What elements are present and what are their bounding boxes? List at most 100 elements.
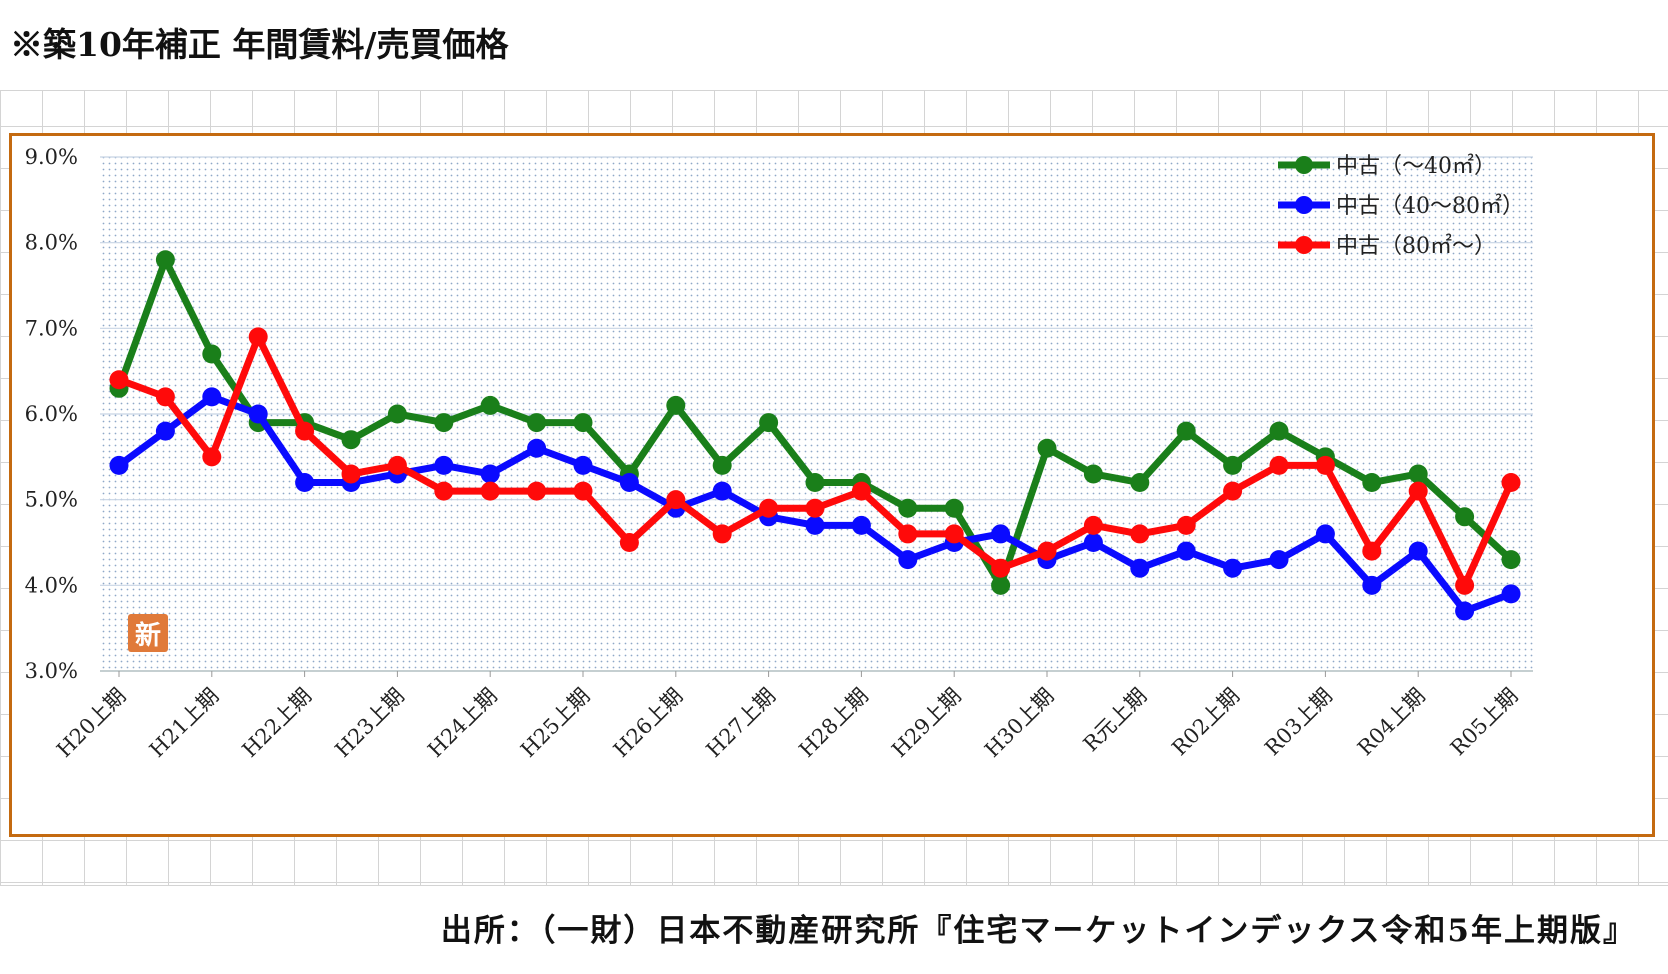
series-2-point <box>1083 533 1103 552</box>
series-1-point <box>1362 473 1382 493</box>
legend-marker-1 <box>1295 156 1313 174</box>
series-3-point <box>1037 541 1057 561</box>
series-2-point <box>1362 575 1382 595</box>
series-3-point <box>1362 541 1382 561</box>
series-2-point <box>295 473 315 493</box>
series-3-point <box>944 524 964 544</box>
series-1-point <box>434 413 454 433</box>
series-3-point <box>805 498 825 518</box>
series-3-point <box>1408 481 1428 501</box>
series-1-point <box>202 344 222 364</box>
series-1-point <box>1083 464 1103 484</box>
series-3-point <box>434 481 454 501</box>
series-2-point <box>1408 541 1428 561</box>
x-tick-label: H20上期 <box>52 684 131 763</box>
series-2-point <box>805 515 825 535</box>
y-tick-label: 8.0% <box>25 231 78 255</box>
series-1-point <box>480 395 500 415</box>
series-1-point <box>341 430 361 450</box>
series-2-point <box>898 550 918 570</box>
series-2-point <box>202 387 222 407</box>
y-tick-label: 4.0% <box>25 573 78 597</box>
series-1-point <box>1037 438 1057 458</box>
x-tick-label: R02上期 <box>1167 684 1244 761</box>
series-1-point <box>666 395 686 415</box>
x-tick-label: R05上期 <box>1446 684 1523 761</box>
y-tick-label: 5.0% <box>25 488 78 512</box>
series-3-point <box>1455 575 1475 595</box>
series-2-point <box>712 481 732 501</box>
series-1-point <box>805 473 825 493</box>
series-1-point <box>1269 421 1289 441</box>
series-1-point <box>527 413 547 433</box>
series-2-point <box>1315 524 1335 544</box>
series-1-point <box>1408 464 1428 484</box>
page-title: ※築10年補正 年間賃料/売買価格 <box>10 25 509 64</box>
x-tick-label: R03上期 <box>1260 684 1337 761</box>
series-1-point <box>1223 455 1243 475</box>
series-1-point <box>1130 473 1150 493</box>
series-3-point <box>991 558 1011 578</box>
x-tick-label: H29上期 <box>887 684 966 763</box>
series-2-point <box>619 473 639 493</box>
series-2-point <box>155 421 175 441</box>
series-2-point <box>480 464 500 484</box>
new-badge-text: 新 <box>135 620 161 651</box>
series-3-point <box>1083 515 1103 535</box>
legend-marker-2 <box>1295 196 1313 214</box>
series-3-point <box>851 481 871 501</box>
y-tick-label: 9.0% <box>25 145 78 169</box>
x-tick-label: H27上期 <box>702 684 781 763</box>
legend-marker-3 <box>1295 236 1313 254</box>
x-tick-label: R元上期 <box>1079 684 1152 757</box>
series-2-point <box>248 404 268 424</box>
legend-label-2: 中古（40～80㎡） <box>1336 193 1524 219</box>
series-1-point <box>898 498 918 518</box>
x-tick-label: H24上期 <box>423 684 502 763</box>
source-note: 出所：（一財）日本不動産研究所『住宅マーケットインデックス令和5年上期版』 <box>440 913 1636 949</box>
series-2-point <box>573 455 593 475</box>
series-2-point <box>851 515 871 535</box>
series-1-point <box>1501 550 1521 570</box>
series-3-point <box>1269 455 1289 475</box>
x-tick-label: H30上期 <box>980 684 1059 763</box>
series-1-point <box>944 498 964 518</box>
legend-label-1: 中古（～40㎡） <box>1336 153 1496 179</box>
x-tick-label: H28上期 <box>794 684 873 763</box>
series-3-point <box>341 464 361 484</box>
series-1-point <box>387 404 407 424</box>
series-3-point <box>666 490 686 510</box>
legend-label-3: 中古（80㎡～） <box>1336 233 1496 259</box>
series-3-point <box>387 455 407 475</box>
series-1-point <box>573 413 593 433</box>
series-2-point <box>1223 558 1243 578</box>
series-3-point <box>1130 524 1150 544</box>
series-3-point <box>1176 515 1196 535</box>
series-1-point <box>1455 507 1475 527</box>
series-3-point <box>759 498 779 518</box>
series-2-point <box>1455 601 1475 621</box>
series-3-point <box>619 533 639 552</box>
y-tick-label: 6.0% <box>25 402 78 426</box>
series-3-point <box>480 481 500 501</box>
series-3-point <box>1501 473 1521 493</box>
series-2-point <box>1269 550 1289 570</box>
series-2-point <box>991 524 1011 544</box>
series-3-point <box>573 481 593 501</box>
series-3-point <box>248 327 268 347</box>
series-3-point <box>898 524 918 544</box>
series-3-point <box>109 370 129 390</box>
series-3-point <box>712 524 732 544</box>
series-2-point <box>527 438 547 458</box>
x-tick-label: H25上期 <box>516 684 595 763</box>
series-3-point <box>1315 455 1335 475</box>
series-2-point <box>109 455 129 475</box>
x-tick-label: R04上期 <box>1353 684 1430 761</box>
y-tick-label: 3.0% <box>25 659 78 683</box>
series-2-point <box>1501 584 1521 604</box>
series-1-point <box>759 413 779 433</box>
x-tick-label: H23上期 <box>330 684 409 763</box>
series-3-point <box>202 447 222 467</box>
x-tick-label: H26上期 <box>609 684 688 763</box>
